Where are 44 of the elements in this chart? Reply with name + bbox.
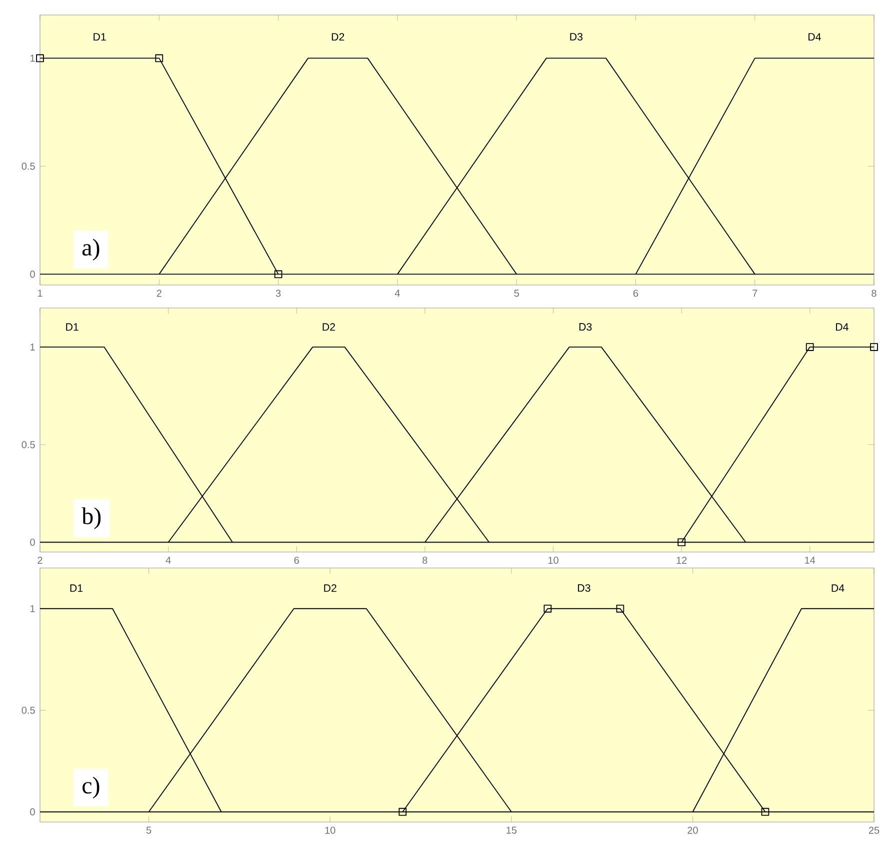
series-label: D3: [570, 32, 582, 41]
y-tick-label: 1: [30, 54, 35, 62]
y-tick-label: 0.5: [22, 706, 35, 714]
y-tick-label: 0: [30, 538, 35, 546]
y-tick-label: 0: [30, 270, 35, 278]
series-label: D1: [66, 323, 78, 331]
series-label: D1: [70, 584, 83, 592]
y-tick-label: 1: [30, 605, 35, 612]
y-tick-label: 1: [30, 344, 35, 350]
y-tick-label: 0.5: [22, 441, 35, 448]
series-label: D3: [579, 323, 592, 331]
x-tick-label: 1: [38, 290, 42, 297]
x-tick-label: 10: [325, 826, 336, 834]
x-tick-label: 6: [294, 556, 299, 564]
series-label: D2: [324, 584, 336, 592]
series-label: D2: [322, 323, 335, 331]
x-tick-label: 15: [506, 826, 517, 834]
annotation: a): [82, 238, 100, 261]
series-label: D4: [836, 323, 848, 331]
y-tick-label: 0.5: [22, 162, 35, 170]
x-tick-label: 10: [548, 556, 558, 564]
annotation: b): [82, 507, 101, 530]
x-tick-label: 3: [276, 290, 281, 297]
x-tick-label: 20: [688, 826, 698, 834]
series-label: D4: [808, 33, 821, 41]
x-tick-label: 4: [394, 290, 400, 297]
x-tick-label: 12: [676, 556, 687, 564]
x-tick-label: 2: [38, 556, 42, 564]
x-tick-label: 8: [872, 290, 876, 297]
series-label: D3: [578, 584, 590, 592]
x-tick-label: 7: [752, 290, 758, 297]
x-tick-label: 8: [422, 556, 428, 564]
series-label: D1: [94, 33, 106, 41]
x-tick-label: 6: [633, 290, 638, 297]
x-tick-label: 2: [156, 290, 162, 297]
x-tick-label: 5: [146, 826, 152, 834]
series-label: D2: [332, 33, 344, 41]
x-tick-label: 4: [166, 556, 171, 564]
x-tick-label: 14: [805, 556, 816, 564]
annotation: c): [82, 776, 100, 798]
x-tick-label: 25: [868, 826, 880, 834]
y-tick-label: 0: [30, 808, 35, 816]
x-tick-label: 5: [514, 290, 519, 297]
series-label: D4: [832, 584, 844, 592]
